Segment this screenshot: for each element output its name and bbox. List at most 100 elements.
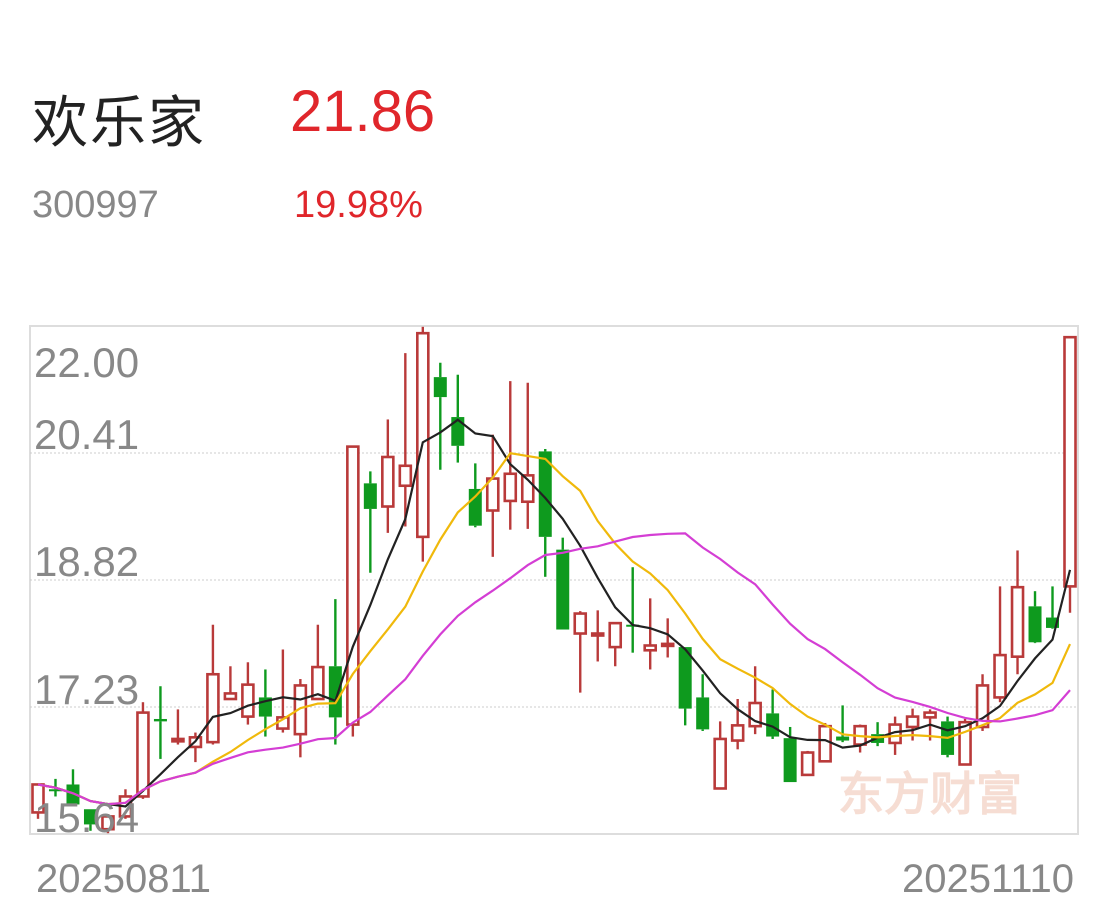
x-tick-label-end: 20251110 [902, 857, 1074, 901]
candle-body [643, 644, 658, 652]
candle [171, 709, 185, 745]
candle [748, 666, 762, 735]
candle [223, 666, 238, 701]
candle-body [783, 738, 797, 783]
candle [381, 419, 395, 533]
candle-body [311, 665, 325, 701]
candle [206, 624, 220, 745]
candle [433, 362, 447, 470]
candle [766, 689, 780, 739]
ma10-line [37, 452, 1072, 806]
candle [346, 445, 360, 737]
candle [626, 567, 640, 653]
candle-body [468, 488, 482, 526]
candle [800, 750, 815, 777]
candle-body [905, 715, 920, 729]
candle [643, 598, 658, 670]
candle-body [223, 692, 238, 701]
x-tick-label-start: 20250811 [36, 857, 211, 901]
current-price: 21.86 [290, 79, 436, 144]
candle [31, 783, 45, 819]
candle-body [713, 737, 727, 790]
candle-body [206, 672, 220, 744]
candle [293, 679, 308, 758]
candle-body [573, 612, 588, 635]
stock-code: 300997 [32, 184, 159, 226]
ma5-line [37, 418, 1072, 808]
ma20-line [37, 532, 1071, 806]
candle [1046, 586, 1060, 629]
candle-body [503, 472, 518, 503]
candle-body [818, 724, 832, 763]
candle-body [1063, 335, 1077, 588]
candle-body [975, 684, 990, 729]
candle-body [520, 474, 535, 504]
candle [730, 699, 745, 750]
y-tick-label: 15.64 [34, 794, 139, 841]
candle-body [153, 718, 167, 722]
candle-body [101, 815, 115, 831]
candle-body [800, 751, 815, 777]
y-tick-label: 20.41 [34, 411, 139, 458]
candle-body [416, 331, 430, 539]
candle [590, 610, 605, 662]
candle-body [48, 789, 62, 792]
candle [958, 718, 972, 766]
candle-body [556, 549, 570, 630]
candle-body [31, 783, 45, 814]
y-tick-label: 17.23 [34, 666, 139, 713]
candle-body [660, 642, 675, 648]
candle [153, 686, 167, 759]
candle-body [433, 377, 447, 398]
watermark: 东方财富 [838, 767, 1022, 821]
candle [853, 724, 867, 753]
candle-body [451, 417, 465, 446]
y-tick-label: 18.82 [34, 538, 139, 585]
candle [1010, 550, 1025, 675]
candle-body [696, 697, 710, 730]
candle [136, 702, 150, 799]
candle [608, 621, 623, 667]
candle [678, 647, 692, 726]
stock-name: 欢乐家 [32, 91, 206, 156]
candle-body [136, 711, 150, 798]
candle [993, 586, 1007, 703]
candle-body [538, 451, 552, 537]
candle [503, 381, 518, 530]
candle-body [381, 455, 395, 508]
candle [573, 611, 588, 693]
candle-body [171, 737, 185, 743]
candle-body [83, 809, 97, 825]
candle [660, 618, 675, 658]
candle [871, 722, 885, 747]
candle [520, 382, 535, 529]
candle-body [293, 684, 308, 736]
candle-body [836, 736, 850, 741]
candle [328, 599, 342, 745]
candle-body [346, 445, 360, 726]
candle-body [678, 647, 692, 709]
candle-body [241, 683, 255, 718]
candle-body [993, 653, 1007, 699]
candle [311, 624, 325, 701]
candle-body [590, 632, 605, 637]
candle [713, 721, 727, 790]
candle [363, 471, 377, 573]
candle [975, 674, 990, 731]
candle-body [1028, 606, 1042, 643]
change-percent: 19.98% [294, 184, 423, 226]
candle-body [608, 621, 623, 649]
candle [101, 814, 115, 834]
candle-body [1046, 617, 1060, 628]
candle-body [328, 666, 342, 718]
candle [1063, 335, 1077, 613]
candle [538, 449, 552, 577]
candle-body [1010, 585, 1025, 658]
candle [836, 705, 850, 743]
candle-body [766, 713, 780, 737]
candle-body [958, 720, 972, 766]
candle-body [730, 724, 745, 742]
candle-body [748, 701, 762, 728]
candle [83, 809, 97, 831]
